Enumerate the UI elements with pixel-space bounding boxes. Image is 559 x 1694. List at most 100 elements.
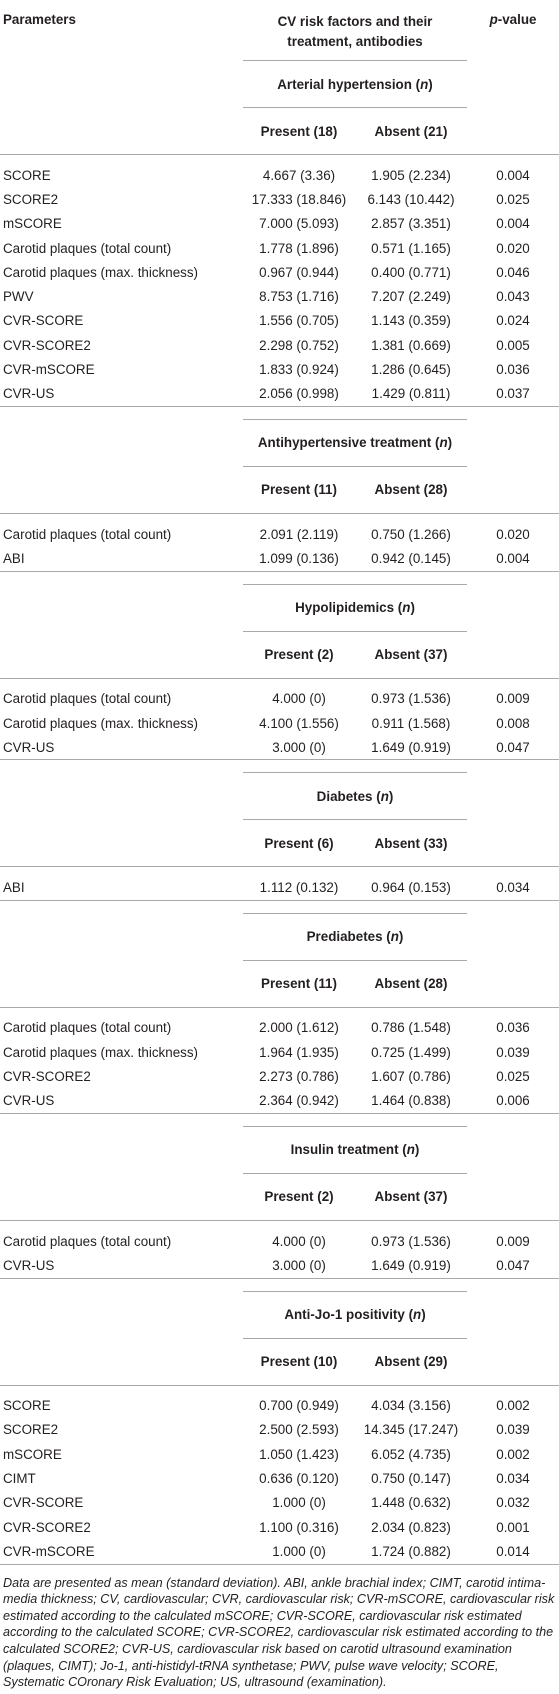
subheader-row: Present (10) Absent (29) [0, 1338, 559, 1385]
absent-header: Absent (37) [374, 647, 448, 663]
group-n: n [380, 788, 389, 804]
table-row: Carotid plaques (total count) 1.778 (1.89… [0, 236, 559, 260]
table-row: CVR-SCORE2 2.298 (0.752) 1.381 (0.669) 0.00… [0, 333, 559, 357]
present-value: 0.636 (0.120) [259, 1471, 339, 1487]
pvalue-header-rest: -value [497, 12, 537, 27]
present-value: 1.100 (0.316) [259, 1519, 339, 1535]
parameter-cell: Carotid plaques (total count) [0, 1219, 243, 1254]
parameter-cell: mSCORE [3, 216, 62, 232]
group-separator [0, 899, 559, 914]
present-header: Present (11) [261, 482, 337, 498]
p-value: 0.039 [496, 1044, 530, 1060]
p-value: 0.024 [496, 313, 530, 329]
results-table: Parameters CV risk factors and their tre… [0, 0, 559, 1559]
present-value: 2.056 (0.998) [259, 386, 339, 402]
table-row: SCORE 0.700 (0.949) 4.034 (3.156) 0.002 [0, 1384, 559, 1418]
p-value: 0.009 [467, 677, 559, 711]
table-row: PWV 8.753 (1.716) 7.207 (2.249) 0.043 [0, 284, 559, 308]
empty-cell [0, 419, 243, 466]
absent-value: 1.649 (0.919) [371, 739, 451, 755]
group-separator [0, 1112, 559, 1127]
parameter-cell: CVR-US [3, 739, 55, 755]
p-value: 0.020 [496, 240, 530, 256]
empty-cell [467, 61, 559, 108]
group-n: n [439, 435, 448, 451]
absent-value: 4.034 (3.156) [355, 1384, 468, 1418]
group-header-row: Diabetes (n) [0, 772, 559, 821]
group-n: n [413, 1307, 422, 1323]
parameter-cell: ABI [0, 866, 243, 901]
empty-cell [467, 1173, 559, 1220]
subheader-row: Present (2) Absent (37) [0, 1173, 559, 1220]
empty-cell [467, 1126, 559, 1173]
present-value: 1.778 (1.896) [259, 240, 339, 256]
present-value: 1.112 (0.132) [243, 866, 355, 901]
parameter-cell: CVR-mSCORE [3, 362, 95, 378]
absent-value: 0.942 (0.145) [371, 550, 451, 566]
present-value: 1.000 (0) [272, 1543, 326, 1559]
parameter-cell: PWV [3, 289, 34, 305]
parameter-cell: Carotid plaques (max. thickness) [3, 715, 198, 731]
absent-value: 1.724 (0.882) [371, 1543, 451, 1559]
group-header-row: Anti-Jo-1 positivity (n) [0, 1290, 559, 1339]
table-row: ABI 1.099 (0.136) 0.942 (0.145) 0.004 [0, 546, 559, 571]
subheader-row: Present (6) Absent (33) [0, 820, 559, 867]
absent-value: 1.905 (2.234) [355, 154, 468, 188]
p-value: 0.037 [496, 386, 530, 402]
p-value: 0.006 [496, 1093, 530, 1109]
present-value: 2.500 (2.593) [259, 1422, 339, 1438]
table-title: CV risk factors and their treatment, ant… [243, 0, 467, 61]
p-value: 0.020 [467, 512, 559, 547]
table-body: Parameters CV risk factors and their tre… [0, 0, 559, 1559]
empty-cell [0, 61, 243, 108]
present-header: Present (2) [264, 1189, 334, 1205]
table-row: CVR-SCORE 1.000 (0) 1.448 (0.632) 0.032 [0, 1491, 559, 1515]
present-value: 1.050 (1.423) [259, 1446, 339, 1462]
parameter-cell: Carotid plaques (total count) [0, 1006, 243, 1041]
pvalue-header: p-value [467, 0, 559, 61]
present-value: 1.099 (0.136) [259, 550, 339, 566]
p-value: 0.046 [496, 264, 530, 280]
empty-cell [0, 913, 243, 960]
p-value: 0.034 [467, 866, 559, 901]
empty-cell [467, 108, 559, 155]
parameter-cell: CVR-US [3, 386, 55, 402]
absent-value: 0.786 (1.548) [355, 1006, 468, 1041]
empty-cell [467, 773, 559, 820]
table-row: SCORE 4.667 (3.36) 1.905 (2.234) 0.004 [0, 154, 559, 188]
present-value: 2.364 (0.942) [259, 1093, 339, 1109]
empty-cell [0, 631, 243, 678]
table-row: SCORE2 17.333 (18.846) 6.143 (10.442) 0.025 [0, 187, 559, 211]
present-value: 4.667 (3.36) [243, 154, 355, 188]
group-name: Antihypertensive treatment [257, 435, 432, 451]
parameter-cell: mSCORE [3, 1446, 62, 1462]
absent-header: Absent (33) [374, 835, 448, 851]
parameter-cell: CVR-SCORE2 [3, 1068, 91, 1084]
empty-cell [467, 631, 559, 678]
title-line-1: CV risk factors and their [277, 14, 433, 29]
parameter-cell: Carotid plaques (total count) [0, 512, 243, 547]
absent-value: 0.973 (1.536) [355, 1219, 468, 1254]
p-value: 0.004 [496, 550, 530, 566]
empty-cell [0, 584, 243, 631]
table-row: CVR-SCORE 1.556 (0.705) 1.143 (0.359) 0.024 [0, 309, 559, 333]
table-row: Carotid plaques (total count) 2.000 (1.61… [0, 1006, 559, 1041]
parameter-cell: Carotid plaques (max. thickness) [3, 264, 198, 280]
p-value: 0.001 [496, 1519, 530, 1535]
group-name: Anti-Jo-1 positivity [284, 1307, 405, 1323]
absent-value: 1.429 (0.811) [371, 386, 451, 402]
present-value: 1.833 (0.924) [259, 362, 339, 378]
group-title: Insulin treatment (n) [243, 1125, 468, 1174]
separator-cell [0, 899, 559, 914]
absent-header: Absent (37) [374, 1189, 448, 1205]
absent-value: 0.911 (1.568) [371, 715, 451, 731]
p-value: 0.047 [496, 1257, 530, 1273]
group-header-row: Hypolipidemics (n) [0, 583, 559, 632]
absent-value: 0.400 (0.771) [371, 264, 451, 280]
group-separator [0, 759, 559, 773]
absent-value: 1.464 (0.838) [371, 1093, 451, 1109]
p-value: 0.032 [496, 1495, 530, 1511]
absent-value: 1.286 (0.645) [371, 362, 451, 378]
present-value: 1.000 (0) [272, 1495, 326, 1511]
table-row: CIMT 0.636 (0.120) 0.750 (0.147) 0.034 [0, 1466, 559, 1490]
